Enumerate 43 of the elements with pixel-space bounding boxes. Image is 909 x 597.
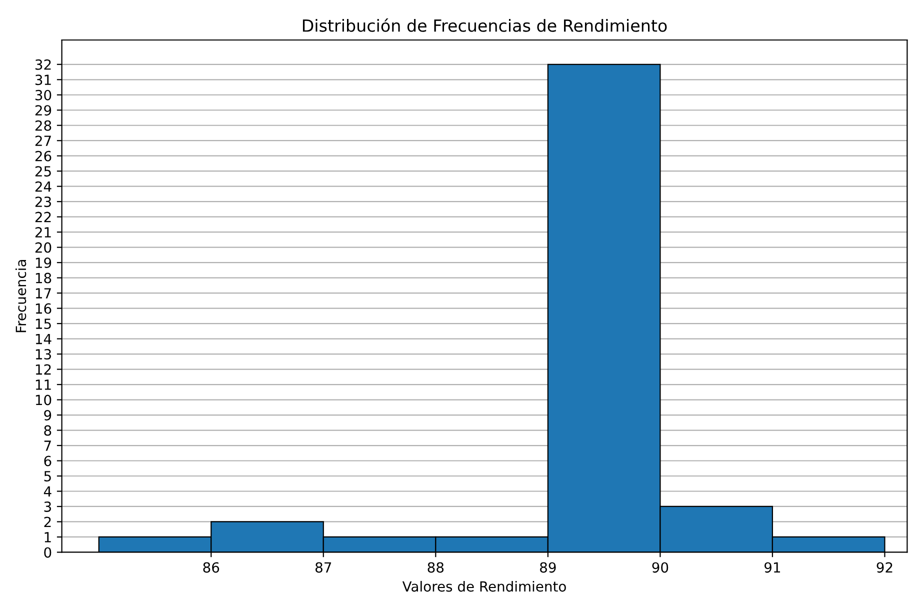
y-tick-label: 19 bbox=[36, 258, 52, 268]
y-tick-label: 2 bbox=[44, 516, 51, 528]
y-tick-label: 9 bbox=[44, 410, 52, 420]
x-tick-label: 90 bbox=[652, 562, 668, 573]
y-tick-label: 8 bbox=[44, 425, 52, 436]
y-tick-label: 10 bbox=[36, 394, 52, 406]
y-tick-label: 31 bbox=[35, 74, 51, 86]
y-tick-label: 15 bbox=[36, 318, 51, 330]
y-tick-label: 7 bbox=[44, 440, 51, 451]
x-tick-label: 86 bbox=[203, 562, 220, 573]
y-tick-label: 29 bbox=[35, 105, 52, 116]
y-tick-label: 20 bbox=[35, 242, 52, 253]
y-tick-label: 17 bbox=[36, 288, 51, 298]
y-tick-label: 21 bbox=[35, 227, 51, 238]
x-tick-label: 91 bbox=[764, 562, 780, 573]
y-tick-label: 11 bbox=[36, 380, 51, 390]
y-tick-label: 18 bbox=[36, 272, 52, 284]
y-tick-label: 22 bbox=[35, 212, 51, 222]
chart-title: Distribución de Frecuencias de Rendimiento bbox=[302, 18, 667, 32]
y-axis-title: Frecuencia bbox=[15, 260, 26, 332]
y-tick-label: 25 bbox=[35, 166, 51, 177]
y-tick-label: 14 bbox=[36, 334, 52, 344]
y-tick-label: 0 bbox=[44, 547, 52, 558]
y-tick-label: 1 bbox=[44, 532, 51, 542]
y-tick-label: 26 bbox=[35, 150, 52, 162]
y-tick-label: 12 bbox=[36, 364, 51, 375]
y-tick-label: 16 bbox=[36, 303, 52, 314]
y-tick-label: 13 bbox=[36, 349, 51, 360]
y-tick-label: 27 bbox=[35, 136, 51, 146]
x-axis-title: Valores de Rendimiento bbox=[402, 580, 566, 592]
x-tick-label: 87 bbox=[316, 562, 332, 573]
y-tick-label: 4 bbox=[44, 486, 52, 497]
y-tick-label: 23 bbox=[35, 196, 51, 208]
y-tick-label: 30 bbox=[35, 90, 52, 100]
x-tick-label: 89 bbox=[540, 562, 556, 573]
y-tick-label: 5 bbox=[44, 471, 51, 482]
y-tick-label: 6 bbox=[44, 456, 52, 466]
y-tick-label: 24 bbox=[35, 181, 52, 192]
y-tick-label: 28 bbox=[35, 120, 52, 131]
y-tick-label: 32 bbox=[35, 59, 51, 70]
x-tick-label: 92 bbox=[876, 562, 892, 573]
x-tick-label: 88 bbox=[428, 562, 444, 573]
y-tick-label: 3 bbox=[44, 501, 51, 512]
